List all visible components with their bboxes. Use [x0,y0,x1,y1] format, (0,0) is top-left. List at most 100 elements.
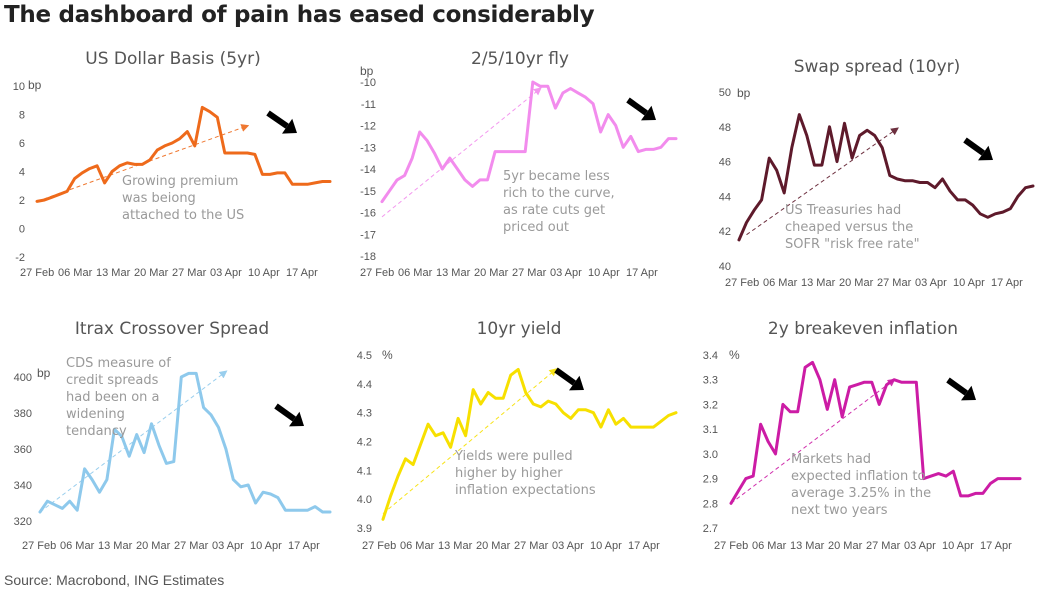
y-tick-label: 2.9 [703,474,718,486]
x-tick-label: 10 Apr [250,540,282,552]
source-note: Source: Macrobond, ING Estimates [4,572,225,588]
direction-arrow-shaft [274,403,296,422]
trend-arrow [382,368,558,514]
x-tick-label: 03 Apr [904,540,936,552]
series-line [729,360,1022,505]
direction-arrow-shaft [963,137,985,156]
y-tick-label: 40 [719,261,731,273]
y-tick-label: 3.0 [703,449,718,461]
x-tick-label: 27 Mar [514,540,549,552]
y-tick-label: 2 [19,195,25,207]
annotation-line: Growing premium [122,174,238,189]
y-tick-label: -16 [360,208,376,220]
y-tick-label: -2 [15,252,25,264]
direction-arrow-shaft [626,97,648,116]
annotation-line: rich to the curve, [503,186,615,201]
y-tick-label: 3.3 [703,375,718,387]
y-tick-label: -10 [360,77,376,89]
y-tick-label: -15 [360,186,376,198]
direction-arrow-head [641,105,656,121]
x-tick-label: 20 Mar [136,540,171,552]
x-tick-label: 13 Mar [436,267,471,279]
trend-arrow [746,127,899,236]
y-tick-label: -14 [360,164,376,176]
x-tick-label: 27 Feb [714,540,748,552]
direction-arrow-head [289,411,304,427]
y-tick-label: 3.4 [703,350,718,362]
chart-title: 2y breakeven inflation [768,319,958,339]
series-line [35,105,332,203]
x-tick-label: 27 Feb [20,267,54,279]
chart-title: US Dollar Basis (5yr) [85,49,260,69]
x-tick-label: 10 Apr [248,267,280,279]
x-tick-label: 13 Mar [438,540,473,552]
x-tick-label: 27 Mar [866,540,901,552]
x-tick-label: 17 Apr [628,540,660,552]
chart-panel-3: Swap spread (10yr) bp 40 42 44 46 48 50 27 Feb 06… [719,57,1035,289]
direction-arrow-head [282,118,297,134]
x-tick-label: 27 Feb [362,540,396,552]
x-tick-label: 20 Mar [828,540,863,552]
x-tick-label: 17 Apr [286,267,318,279]
chart-title: Swap spread (10yr) [794,57,961,77]
annotation-line: expected inflation to [791,469,925,484]
x-tick-label: 17 Apr [626,267,658,279]
y-tick-label: 6 [19,138,25,150]
annotation-line: next two years [791,503,888,518]
x-tick-label: 06 Mar [752,540,787,552]
x-tick-label: 10 Apr [942,540,974,552]
annotation-line: had been on a [66,390,160,405]
x-tick-label: 03 Apr [212,540,244,552]
y-tick-label: 3.9 [357,523,372,535]
y-tick-label: 44 [719,191,731,203]
direction-arrow-head [569,375,584,391]
annotation-line: CDS measure of [66,356,171,371]
y-unit-label: bp [37,366,51,380]
page-title: The dashboard of pain has eased consider… [4,2,595,28]
y-tick-label: -18 [360,251,376,263]
series-line [737,113,1035,242]
annotation-line: Markets had [791,452,871,467]
y-tick-label: 46 [719,157,731,169]
y-unit-label: bp [28,78,42,92]
annotation-line: attached to the US [122,208,244,223]
y-tick-label: 4 [19,167,25,179]
annotation-line: US Treasuries had [785,203,901,218]
y-tick-label: 42 [719,226,731,238]
x-tick-label: 17 Apr [991,277,1023,289]
x-tick-label: 27 Feb [360,267,394,279]
y-unit-label: bp [360,64,374,78]
chart-panel-4: Itrax Crossover Spread bp 320 340 360 380 400 2… [14,319,332,552]
annotation-line: priced out [503,220,569,235]
annotation-line: cheaped versus the [785,220,913,235]
x-tick-label: 27 Mar [172,267,207,279]
chart-title: 2/5/10yr fly [471,49,569,69]
x-tick-label: 20 Mar [476,540,511,552]
y-tick-label: 340 [14,480,32,492]
trend-arrow [36,124,250,202]
x-tick-label: 27 Feb [22,540,56,552]
x-tick-label: 10 Apr [953,277,985,289]
x-tick-label: 27 Feb [725,277,759,289]
series-line [380,80,678,204]
annotation-line: 5yr became less [503,169,610,184]
trend-arrow [730,378,896,504]
series-line [381,367,678,521]
annotation-line: SOFR "risk free rate" [785,237,920,252]
y-unit-label: bp [737,86,751,100]
y-unit-label: % [382,348,393,362]
y-tick-label: 4.5 [357,350,372,362]
trend-arrow [381,87,542,218]
annotation-line: higher by higher [455,466,563,481]
chart-panel-2: 2/5/10yr fly bp -18 -17 -16 -15 -14 -13 -12 -11 -1… [360,49,678,279]
chart-panel-1: US Dollar Basis (5yr) bp -2 0 2 4 6 8 10 27 Feb 06… [13,49,332,279]
chart-annotation: Markets had expected inflation to average … [791,452,931,518]
chart-annotation: Growing premium was beiong attached to the… [122,174,244,223]
x-tick-label: 06 Mar [398,267,433,279]
x-tick-label: 06 Mar [60,540,95,552]
direction-arrow-head [961,385,976,401]
x-tick-label: 03 Apr [552,540,584,552]
chart-annotation: CDS measure of credit spreads had been on … [66,356,171,439]
x-tick-label: 27 Mar [174,540,209,552]
